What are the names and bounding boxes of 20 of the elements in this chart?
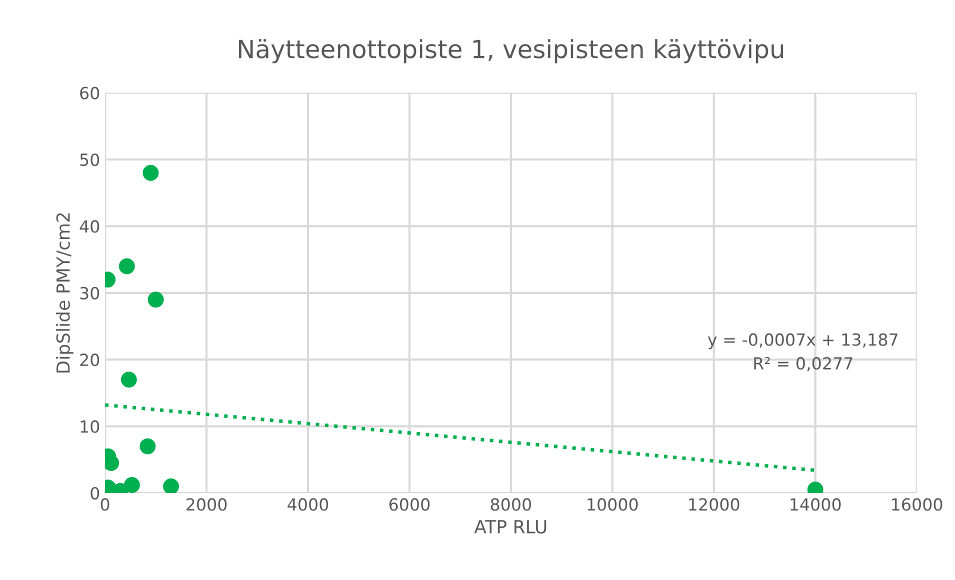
x-tick-label: 4000 [288,498,328,511]
y-tick-label: 10 [80,420,100,433]
y-tick-label: 30 [80,286,100,300]
x-tick-label: 12000 [689,498,740,511]
x-tick-label: 2000 [186,498,227,511]
x-tick-label: 14000 [790,498,841,511]
x-tick-label: 0 [100,498,110,511]
y-tick-label: 40 [80,220,100,233]
y-tick-label: 0 [90,486,100,500]
y-axis-title: DipSlide PMY/cm2 [56,213,74,373]
chart-title: Näytteenottopiste 1, vesipisteen käyttövipu [238,39,784,64]
y-tick-label: 60 [80,86,100,100]
y-tick-label: 50 [80,153,100,166]
y-tick-label: 20 [80,354,100,366]
x-axis-title: ATP RLU [474,520,546,534]
x-tick-label: 8000 [490,498,532,511]
x-tick-label: 6000 [389,498,430,511]
annotation: y = -0,0007x + 13,187 R² = 0,0277 [708,333,898,372]
x-tick-label: 16000 [892,498,942,511]
x-tick-label: 10000 [588,498,638,511]
